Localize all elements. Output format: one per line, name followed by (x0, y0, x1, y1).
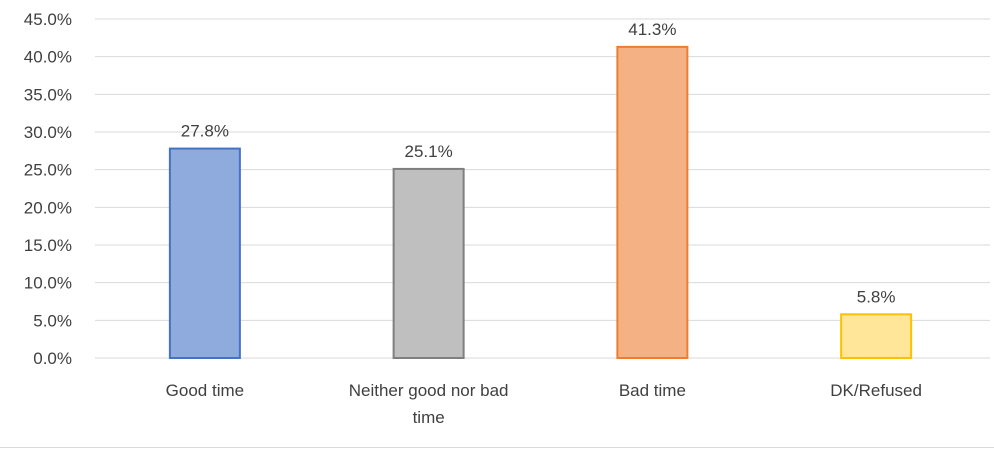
y-tick-label: 25.0% (24, 161, 72, 180)
data-label: 5.8% (857, 287, 896, 306)
category-label: DK/Refused (830, 381, 922, 400)
gridlines (95, 18, 990, 359)
y-tick-label: 15.0% (24, 236, 72, 255)
y-tick-label: 20.0% (24, 198, 72, 217)
bar (392, 167, 465, 359)
x-axis-category-labels: Good time Neither good nor bad time Bad tim… (166, 381, 922, 427)
bar (840, 313, 913, 360)
bar (168, 147, 241, 359)
data-label: 27.8% (181, 122, 229, 141)
data-label: 25.1% (405, 142, 453, 161)
bars (168, 45, 913, 360)
y-tick-label: 35.0% (24, 85, 72, 104)
data-label: 41.3% (628, 20, 676, 39)
y-axis-tick-labels: 0.0% 5.0% 10.0% 15.0% 20.0% 25.0% 30.0% 35.0% 40… (24, 10, 72, 368)
category-label: Neither good nor bad time (349, 381, 509, 427)
y-tick-label: 45.0% (24, 10, 72, 29)
bar (616, 45, 689, 360)
y-tick-label: 10.0% (24, 274, 72, 293)
data-labels: 27.8% 25.1% 41.3% 5.8% (181, 20, 896, 306)
y-tick-label: 40.0% (24, 48, 72, 67)
category-label: Good time (166, 381, 244, 400)
y-tick-label: 5.0% (33, 311, 72, 330)
y-tick-label: 0.0% (33, 349, 72, 368)
y-tick-label: 30.0% (24, 123, 72, 142)
category-label: Bad time (619, 381, 686, 400)
chart-bottom-border (0, 447, 994, 448)
